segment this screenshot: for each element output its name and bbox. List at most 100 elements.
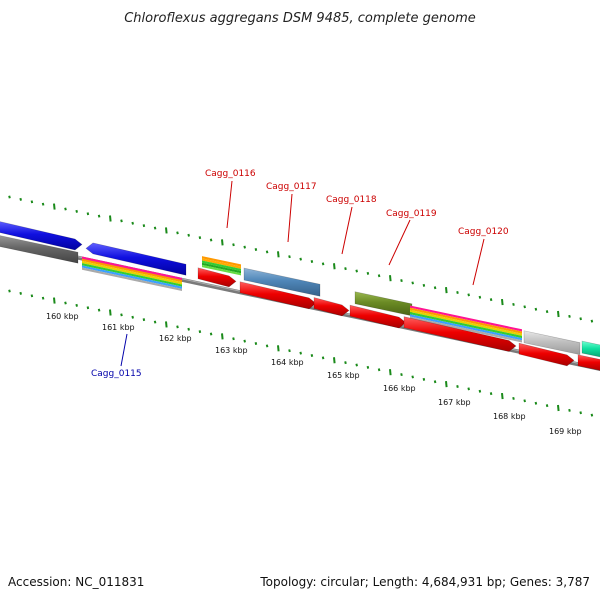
bottom-tick [221,333,224,340]
stripe [410,312,522,339]
bottom-tick [344,361,347,365]
top-tick [568,314,571,318]
gene-label-cagg-0115[interactable]: Cagg_0115 [91,369,142,379]
bottom-tick [64,301,67,305]
top-tick [198,236,202,240]
tick-track-bottom [8,289,594,417]
gene-label-cagg-0120[interactable]: Cagg_0120 [458,227,509,237]
bottom-tick [489,392,493,396]
top-tick [209,238,213,242]
top-tick [64,207,67,211]
top-tick [400,279,403,283]
bottom-tick [209,332,213,336]
cds-red-cagg-0120[interactable] [403,316,517,352]
top-tick [310,259,314,263]
top-tick [389,275,392,282]
bottom-tick [265,344,269,348]
cds-lightgray[interactable] [523,330,581,356]
cds-stripe-cagg-0116[interactable] [202,256,241,276]
bottom-tick [400,373,403,377]
bottom-tick [187,327,190,331]
cds-steel-cagg-0117[interactable] [243,267,321,297]
top-tick [187,233,190,237]
bottom-tick [501,392,504,400]
callout-line-cagg-0117 [287,193,293,243]
tick-label-164: 164 kbp [271,358,304,367]
bottom-tick [389,369,392,376]
bottom-tick [120,313,123,317]
stripe [202,262,241,274]
top-tick [19,197,22,201]
bottom-tick [243,339,246,343]
bottom-tick [579,411,582,415]
top-tick [501,298,504,306]
stripe [202,260,241,272]
cds-red-edge[interactable] [577,354,600,372]
top-tick [232,243,235,247]
top-tick [277,251,280,258]
cds-red-right[interactable] [518,342,575,367]
top-tick [288,255,291,259]
gene-label-cagg-0119[interactable]: Cagg_0119 [386,209,437,219]
top-tick [411,281,414,285]
bottom-tick [333,357,336,364]
top-tick [579,317,582,321]
top-tick [534,307,538,311]
top-tick [75,209,78,213]
bottom-tick [97,308,101,312]
bottom-tick [478,389,482,393]
bottom-tick [254,342,258,346]
cds-teal-right[interactable] [581,340,600,358]
top-tick [254,248,258,252]
bottom-tick [422,377,426,381]
top-tick [456,291,459,294]
bottom-tick [590,413,594,417]
top-tick [377,274,381,278]
feature-track [0,221,600,371]
gene-label-cagg-0118[interactable]: Cagg_0118 [326,195,377,205]
cds-stripe-cagg-0120[interactable] [410,305,522,343]
top-tick [299,257,302,261]
cds-blue-left[interactable] [0,221,83,251]
top-tick [467,293,470,297]
bottom-tick [53,297,56,304]
top-tick [165,227,168,234]
bottom-tick [355,363,358,367]
top-tick [243,245,246,249]
cds-red-cagg-0117[interactable] [239,281,317,310]
cds-gray-left[interactable] [0,235,79,264]
gene-label-cagg-0117[interactable]: Cagg_0117 [266,182,317,192]
map-title: Chloroflexus aggregans DSM 9485, complet… [124,11,476,26]
stripe [82,267,182,292]
bottom-tick [19,291,22,295]
stripe [202,256,241,267]
bottom-tick [277,345,280,352]
cds-red-cagg-0116[interactable] [197,267,237,288]
cds-red-cagg-0119[interactable] [349,304,407,329]
bottom-tick [299,351,302,355]
stripe [82,265,182,289]
cds-red-cagg-0118[interactable] [313,297,350,317]
bottom-tick [568,408,571,412]
tick-label-162: 162 kbp [159,334,192,343]
top-tick [445,287,448,294]
callout-line-cagg-0115 [120,333,128,367]
bottom-tick [366,365,370,369]
top-tick [265,250,269,254]
top-tick [523,305,526,309]
callout-line-cagg-0119 [388,219,411,266]
bottom-tick [411,375,414,379]
bottom-tick [534,401,538,405]
bottom-tick [445,381,448,388]
cds-blue-cagg-0115[interactable] [85,242,187,276]
top-tick [153,226,157,230]
gene-label-cagg-0116[interactable]: Cagg_0116 [205,169,256,179]
stripe [410,316,522,343]
top-tick [176,231,179,235]
bottom-tick [153,320,157,324]
top-tick [321,262,325,266]
bottom-tick [8,289,11,293]
bottom-tick [377,368,381,372]
cds-stripe-cagg-0115[interactable] [82,256,182,292]
bottom-tick [321,356,325,360]
